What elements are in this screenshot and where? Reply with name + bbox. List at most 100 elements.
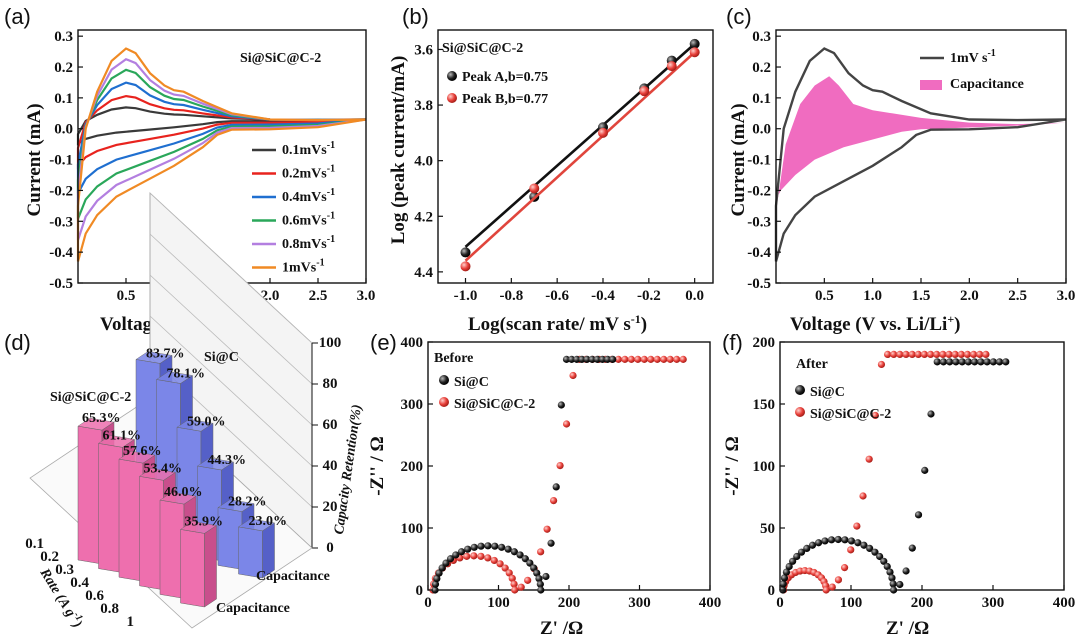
y-tick-label: -0.2 [49,183,73,199]
data-point [536,580,544,588]
y-tick-label: -0.4 [49,245,73,261]
data-point [797,548,806,556]
z-tick-label: 80 [323,376,338,392]
data-point [438,564,446,572]
capacitance-area [776,76,1066,212]
data-point [679,355,687,363]
data-point [463,552,471,560]
data-point [958,358,966,366]
x-tick-label: 400 [1053,595,1076,611]
data-point [927,350,935,358]
data-point [490,556,498,565]
data-point [890,350,898,358]
x-tick-label: -0.6 [545,288,569,304]
data-point [435,569,443,577]
bar-label: 83.7% [146,346,185,361]
bar-top [77,417,115,431]
y-tick-label: -0.1 [49,153,73,169]
data-point [457,548,466,556]
data-point [927,410,935,418]
data-point [603,355,612,363]
rate-tick-label: 0.6 [85,588,104,604]
bar-side [204,524,217,608]
data-point [452,551,460,559]
bar-top [155,371,194,384]
x-tick-label: 200 [911,595,934,611]
data-point [902,350,910,358]
chart-title: Si@SiC@C-2 [240,51,321,66]
legend-label: 1mVs-1 [282,258,325,276]
bar-top [179,521,218,534]
bar-label: 28.2% [228,495,267,510]
data-point [890,586,898,594]
y-tick-label: 400 [401,335,424,351]
y-tick-label: 200 [753,335,776,351]
data-point [573,355,581,363]
x-tick-label: 0.5 [117,288,136,304]
data-point [510,580,518,588]
panel-label-b: (b) [402,4,429,29]
legend-label: Si@C [810,385,845,400]
data-point [939,350,947,358]
x-tick-label: -0.2 [637,288,661,304]
x-tick-label: -1.0 [454,288,478,304]
x-tick-label: 100 [487,595,510,611]
bar-label: 53.4% [144,461,183,476]
data-point [946,358,954,366]
y-tick-label: 0.1 [752,91,771,107]
x-axis-label: Z' /Ω [540,618,583,639]
data-point [653,355,661,363]
data-point [556,462,564,470]
bar-front [180,529,205,608]
legend-marker [795,385,805,395]
data-point [860,541,868,549]
data-point [431,580,440,588]
x-tick-label: 1.5 [912,288,931,304]
data-point [588,355,596,363]
panel-label-a: (a) [4,4,31,29]
y-tick-label: 0 [768,583,776,599]
axis-ticks: -1.0 -0.8 -0.6 -0.4 -0.2 0.0 3.6 3.8 4.0 4.2 4.4 [414,42,704,304]
data-point [640,355,648,363]
x-axis-label: Z' /Ω [886,618,929,639]
data-point [543,525,551,533]
legend-marker [439,397,449,407]
bar-top [159,491,197,505]
data-point [880,557,888,565]
data-point [593,355,601,363]
data-point [989,358,997,366]
grid-line [149,274,313,426]
data-point [964,358,972,366]
z-tick-label: 0 [326,540,334,556]
x-tick-label: 0.5 [815,288,834,304]
panel-label-e: (e) [370,330,397,355]
data-point [666,355,674,363]
x-tick-label: -0.4 [591,288,615,304]
3d-bars [77,351,276,608]
data-point [908,350,916,358]
y-axis-label: Log (peak current/mA) [388,56,409,245]
y-tick-label: 0.2 [752,60,771,76]
data-point [808,541,817,549]
depth-label-front: Capacitance [216,601,290,616]
bar-top [196,457,235,471]
legend-label: 0.8mVs-1 [282,234,335,252]
data-point [647,355,655,363]
bar-label: 46.0% [164,485,203,500]
data-point [537,548,545,556]
bar-top [138,468,177,481]
y-tick-label: 50 [760,521,775,537]
data-point [945,350,953,358]
data-point [484,554,492,562]
x-tick-label: 300 [628,595,651,611]
legend-swatch [920,80,942,90]
data-point [660,355,668,363]
y-tick-label: 200 [401,459,424,475]
bar-label: 65.3% [82,411,121,426]
data-point [689,47,700,58]
x-tick-label: 1.0 [863,288,882,304]
data-point [621,355,629,363]
data-point [995,358,1004,366]
data-point [933,350,941,358]
z-tick-label: 40 [323,458,338,474]
